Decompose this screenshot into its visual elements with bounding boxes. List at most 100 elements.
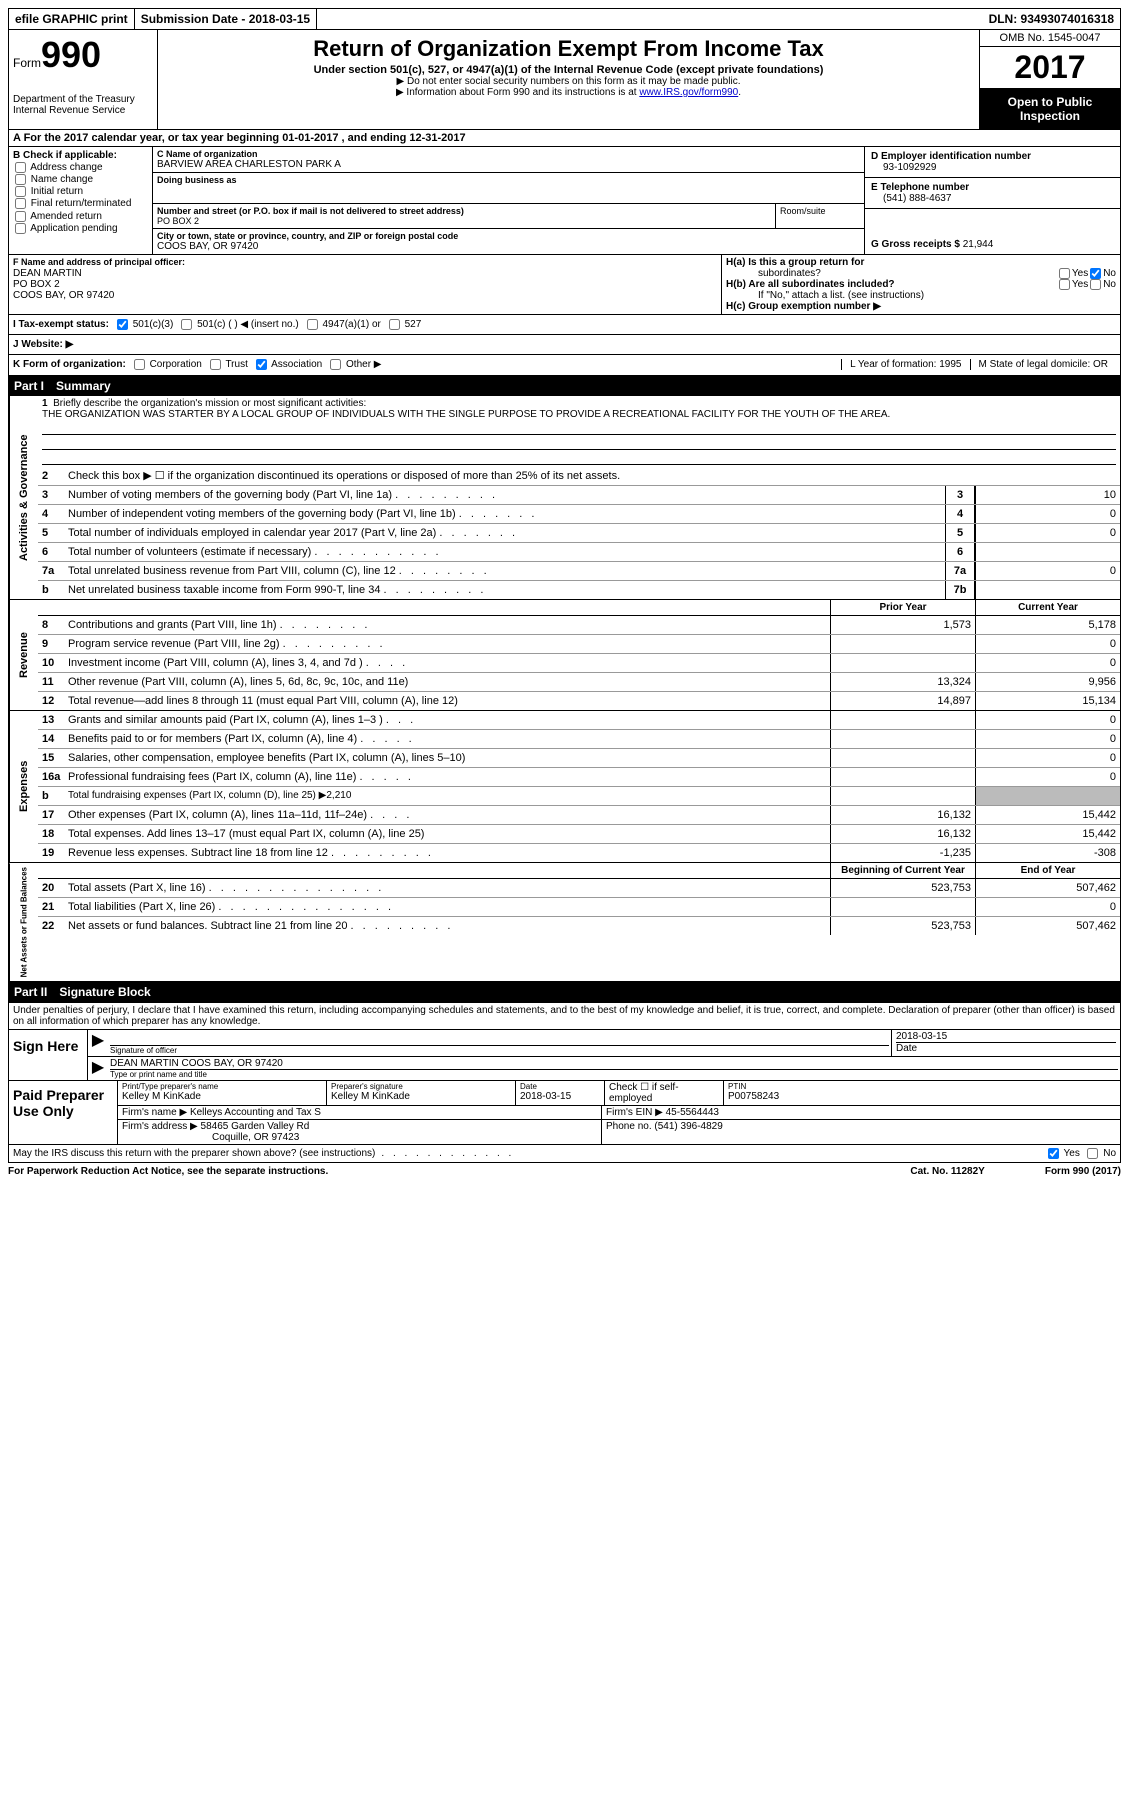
header-left: Form 990 Department of the Treasury Inte… <box>9 30 158 129</box>
chk-527[interactable]: 527 <box>387 319 421 330</box>
mission-label: Briefly describe the organization's miss… <box>53 398 366 409</box>
ptin-value: P00758243 <box>728 1091 779 1102</box>
phone-label: E Telephone number <box>871 182 969 193</box>
firm-name: Kelleys Accounting and Tax S <box>190 1107 321 1118</box>
org-name-label: C Name of organization <box>157 149 860 159</box>
dept-treasury: Department of the Treasury <box>13 94 153 105</box>
line-4: Number of independent voting members of … <box>66 507 945 521</box>
line-19: Revenue less expenses. Subtract line 18 … <box>66 846 830 860</box>
mission-text: THE ORGANIZATION WAS STARTER BY A LOCAL … <box>42 409 890 420</box>
tax-year: 2017 <box>980 47 1120 89</box>
discuss-text: May the IRS discuss this return with the… <box>13 1148 375 1159</box>
sign-here-label: Sign Here <box>9 1030 88 1080</box>
chk-501c3[interactable]: 501(c)(3) <box>115 319 173 330</box>
box-d: D Employer identification number 93-1092… <box>864 147 1120 254</box>
submission-date: Submission Date - 2018-03-15 <box>135 9 317 29</box>
chk-501c[interactable]: 501(c) ( ) ◀ (insert no.) <box>179 319 298 330</box>
ptin-label: PTIN <box>728 1082 1116 1091</box>
section-fh: F Name and address of principal officer:… <box>8 255 1121 315</box>
prep-self-employed[interactable]: Check ☐ if self-employed <box>609 1082 679 1104</box>
chk-association[interactable]: Association <box>254 359 322 370</box>
p18: 16,132 <box>830 825 975 843</box>
line-i: I Tax-exempt status: 501(c)(3) 501(c) ( … <box>8 315 1121 335</box>
c13: 0 <box>975 711 1120 729</box>
c22: 507,462 <box>975 917 1120 935</box>
city-state-zip: COOS BAY, OR 97420 <box>157 241 258 252</box>
part-i-title: Summary <box>56 379 111 393</box>
chk-ha-yes[interactable]: Yes <box>1057 268 1088 279</box>
form-number: 990 <box>41 34 101 76</box>
chk-hb-yes[interactable]: Yes <box>1057 279 1088 290</box>
line-22: Net assets or fund balances. Subtract li… <box>66 919 830 933</box>
c11: 9,956 <box>975 673 1120 691</box>
prep-sig-label: Preparer's signature <box>331 1082 511 1091</box>
tax-status-label: I Tax-exempt status: <box>13 319 109 330</box>
sig-officer-label: Signature of officer <box>110 1045 889 1055</box>
chk-discuss-no[interactable]: No <box>1085 1148 1116 1159</box>
chk-trust[interactable]: Trust <box>208 359 248 370</box>
dln: DLN: 93493074016318 <box>983 9 1120 29</box>
line-15: Salaries, other compensation, employee b… <box>66 751 830 765</box>
chk-discuss-yes[interactable]: Yes <box>1046 1148 1080 1159</box>
line-20: Total assets (Part X, line 16) . . . . .… <box>66 881 830 895</box>
chk-application-pending[interactable]: Application pending <box>13 223 148 234</box>
chk-hb-no[interactable]: No <box>1088 279 1116 290</box>
netassets-side-label: Net Assets or Fund Balances <box>9 863 38 981</box>
officer-printed-name: DEAN MARTIN COOS BAY, OR 97420 <box>110 1058 283 1069</box>
val-7a: 0 <box>975 562 1120 580</box>
sig-date-label: Date <box>896 1042 1116 1054</box>
hb-label: H(b) Are all subordinates included? <box>726 279 895 290</box>
chk-4947[interactable]: 4947(a)(1) or <box>305 319 381 330</box>
chk-ha-no[interactable]: No <box>1088 268 1116 279</box>
phone-value: (541) 888-4637 <box>871 193 951 204</box>
p21 <box>830 898 975 916</box>
gross-label: G Gross receipts $ <box>871 239 960 250</box>
entity-section: B Check if applicable: Address change Na… <box>8 147 1121 255</box>
chk-amended-return[interactable]: Amended return <box>13 211 148 222</box>
val-7b <box>975 581 1120 599</box>
form-title: Return of Organization Exempt From Incom… <box>166 36 971 62</box>
note-ssn: ▶ Do not enter social security numbers o… <box>166 76 971 87</box>
expenses-section: Expenses 13Grants and similar amounts pa… <box>8 711 1121 863</box>
ha-label: H(a) Is this a group return for <box>726 257 864 268</box>
paid-preparer-label: Paid Preparer Use Only <box>9 1081 117 1144</box>
part-ii-title: Signature Block <box>59 985 150 999</box>
line-7a: Total unrelated business revenue from Pa… <box>66 564 945 578</box>
ha-sub: subordinates? <box>726 268 1057 279</box>
chk-final-return[interactable]: Final return/terminated <box>13 198 148 209</box>
ein-value: 93-1092929 <box>871 162 936 173</box>
officer-addr2: COOS BAY, OR 97420 <box>13 290 114 301</box>
c16a: 0 <box>975 768 1120 786</box>
part-ii-num: Part II <box>14 985 47 999</box>
chk-initial-return[interactable]: Initial return <box>13 186 148 197</box>
line-12: Total revenue—add lines 8 through 11 (mu… <box>66 694 830 708</box>
c21: 0 <box>975 898 1120 916</box>
chk-other[interactable]: Other ▶ <box>328 359 381 370</box>
officer-addr1: PO BOX 2 <box>13 279 60 290</box>
p11: 13,324 <box>830 673 975 691</box>
chk-name-change[interactable]: Name change <box>13 174 148 185</box>
irs-link[interactable]: www.IRS.gov/form990 <box>639 87 738 98</box>
officer-label: F Name and address of principal officer: <box>13 257 185 267</box>
chk-address-change[interactable]: Address change <box>13 162 148 173</box>
revenue-section: Revenue Prior Year Current Year 8Contrib… <box>8 600 1121 711</box>
hc-label: H(c) Group exemption number ▶ <box>726 301 881 312</box>
prep-sig: Kelley M KinKade <box>331 1091 410 1102</box>
firm-addr-label: Firm's address ▶ <box>122 1121 198 1132</box>
box-f: F Name and address of principal officer:… <box>9 255 722 314</box>
line-5: Total number of individuals employed in … <box>66 526 945 540</box>
begin-year-header: Beginning of Current Year <box>830 863 975 878</box>
line-14: Benefits paid to or for members (Part IX… <box>66 732 830 746</box>
line-16a: Professional fundraising fees (Part IX, … <box>66 770 830 784</box>
line-17: Other expenses (Part IX, column (A), lin… <box>66 808 830 822</box>
c19: -308 <box>975 844 1120 862</box>
arrow-icon: ▶ <box>88 1030 108 1056</box>
val-6 <box>975 543 1120 561</box>
chk-corporation[interactable]: Corporation <box>132 359 202 370</box>
ein-label: D Employer identification number <box>871 151 1031 162</box>
p12: 14,897 <box>830 692 975 710</box>
c12: 15,134 <box>975 692 1120 710</box>
year-formation: L Year of formation: 1995 <box>841 359 969 370</box>
line-k: K Form of organization: Corporation Trus… <box>8 355 1121 375</box>
val-4: 0 <box>975 505 1120 523</box>
